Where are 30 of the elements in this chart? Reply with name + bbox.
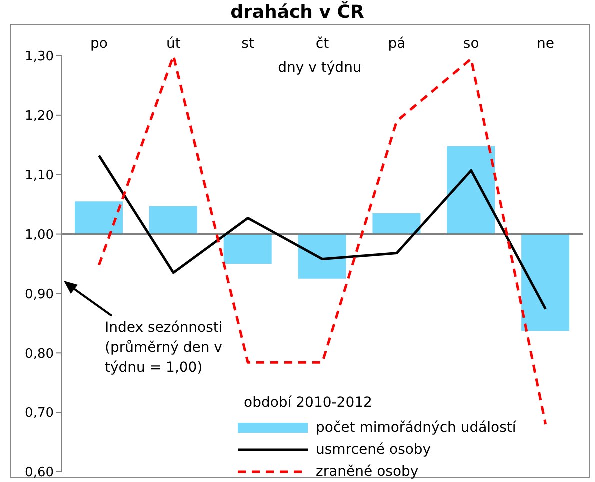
bar <box>75 202 123 234</box>
x-tick-label: út <box>166 36 182 52</box>
x-tick-label: čt <box>316 36 330 52</box>
y-tick-label: 1,20 <box>25 109 54 124</box>
x-tick-label: so <box>463 36 480 52</box>
x-axis-title: dny v týdnu <box>277 60 363 76</box>
legend-label: usmrcené osoby <box>316 442 432 458</box>
legend-title: období 2010-2012 <box>244 395 374 411</box>
y-tick-label: 1,30 <box>25 50 54 65</box>
bar <box>447 146 496 234</box>
y-tick-label: 0,70 <box>25 406 54 422</box>
bar <box>372 213 421 234</box>
y-tick-label: 0,80 <box>25 346 54 362</box>
y-tick-label: 0,90 <box>25 287 54 302</box>
legend-label: zraněné osoby <box>316 464 419 480</box>
x-tick-label: ne <box>537 36 555 52</box>
bar <box>224 234 272 264</box>
line-series <box>98 154 548 310</box>
chart-title: drahách v ČR <box>230 2 366 23</box>
bar <box>522 234 570 332</box>
bar <box>149 206 198 234</box>
bar <box>298 234 346 279</box>
x-tick-label: st <box>242 36 255 52</box>
annotation: Index sezónnosti (průměrný den v týdnu = 1,00) <box>105 319 224 378</box>
legend-label: počet mimořádných událostí <box>316 420 516 436</box>
y-tick-label: 0,60 <box>25 466 54 481</box>
y-tick-label: 1,10 <box>25 168 54 184</box>
x-tick-label: pá <box>388 36 406 52</box>
y-tick-label: 1,00 <box>25 228 54 243</box>
x-tick-label: po <box>90 36 108 52</box>
